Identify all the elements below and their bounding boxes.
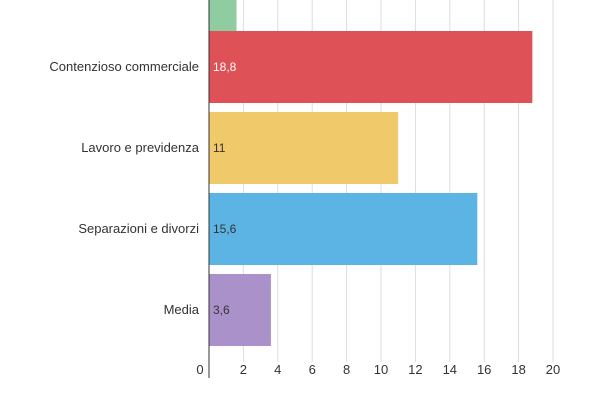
bar-4 <box>209 274 271 346</box>
x-tick-labels: 0 2 4 6 8 10 12 14 16 18 20 <box>196 362 560 377</box>
tick-label-3: 6 <box>309 362 316 377</box>
bars-group: 18,8 11 15,6 3,6 <box>209 0 533 346</box>
category-labels: Contenzioso commerciale Lavoro e previden… <box>49 59 199 317</box>
bar-3 <box>209 193 478 265</box>
tick-label-4: 8 <box>343 362 350 377</box>
tick-label-10: 20 <box>546 362 560 377</box>
tick-label-6: 12 <box>408 362 422 377</box>
tick-label-9: 18 <box>511 362 525 377</box>
tick-label-0: 0 <box>196 362 203 377</box>
tick-label-7: 14 <box>443 362 457 377</box>
category-label-2: Lavoro e previdenza <box>81 140 200 155</box>
category-label-1: Contenzioso commerciale <box>49 59 199 74</box>
value-label-3: 15,6 <box>213 222 237 236</box>
value-label-4: 3,6 <box>213 303 230 317</box>
category-label-4: Media <box>164 302 200 317</box>
tick-label-2: 4 <box>274 362 281 377</box>
bar-1 <box>209 31 533 103</box>
bar-2 <box>209 112 399 184</box>
tick-label-5: 10 <box>374 362 388 377</box>
category-label-3: Separazioni e divorzi <box>78 221 199 236</box>
value-label-2: 11 <box>213 141 226 155</box>
tick-label-8: 16 <box>477 362 491 377</box>
tick-label-1: 2 <box>240 362 247 377</box>
value-label-1: 18,8 <box>213 60 237 74</box>
